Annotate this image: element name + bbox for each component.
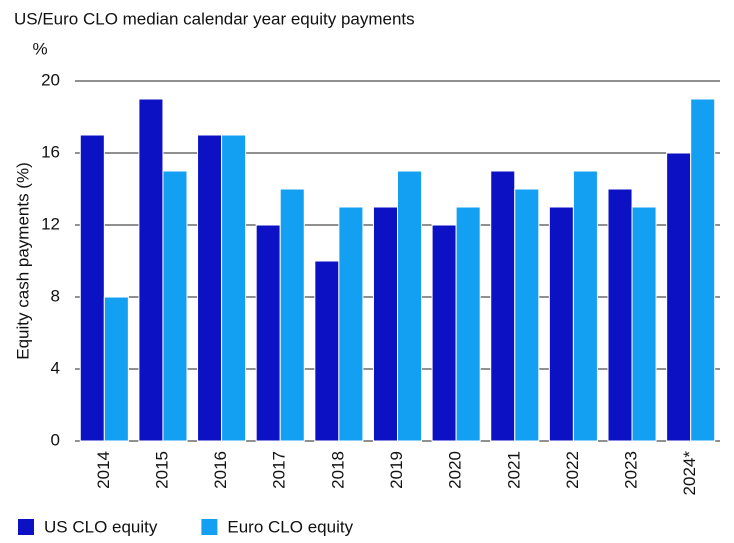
y-tick-label: 0 <box>51 430 60 449</box>
bar <box>397 170 423 442</box>
bar <box>103 296 129 442</box>
bar <box>279 188 305 442</box>
y-tick-label: 4 <box>51 358 60 377</box>
bar <box>314 260 340 442</box>
bar <box>631 206 657 442</box>
bar <box>514 188 540 442</box>
legend-swatch <box>201 519 218 535</box>
bar <box>548 206 574 442</box>
x-tick-label: 2019 <box>387 451 406 489</box>
y-tick-label: 20 <box>41 70 60 89</box>
x-tick-label: 2017 <box>270 451 289 489</box>
bar <box>490 170 516 442</box>
y-tick-label: 16 <box>41 142 60 161</box>
y-tick-label: 8 <box>51 286 60 305</box>
x-tick-label: 2021 <box>504 451 523 489</box>
legend-swatch <box>18 519 34 535</box>
bar <box>221 134 247 442</box>
y-tick-label: 12 <box>41 214 60 233</box>
x-tick-label: 2023 <box>622 451 641 489</box>
chart-title: US/Euro CLO median calendar year equity … <box>14 9 415 28</box>
bar <box>197 134 223 442</box>
bar <box>372 206 398 442</box>
x-tick-label: 2020 <box>446 451 465 489</box>
bar <box>162 170 188 442</box>
bar <box>431 224 457 442</box>
legend-label: Euro CLO equity <box>227 517 353 536</box>
bar <box>690 98 716 442</box>
legend-label: US CLO equity <box>44 517 158 536</box>
x-tick-label: 2022 <box>563 451 582 489</box>
bar <box>666 152 692 442</box>
x-tick-label: 2024* <box>680 451 699 496</box>
bar <box>138 98 164 442</box>
bar <box>255 224 281 442</box>
y-axis-label: Equity cash payments (%) <box>13 162 32 359</box>
x-tick-label: 2018 <box>328 451 347 489</box>
x-tick-label: 2014 <box>94 451 113 489</box>
x-tick-label: 2016 <box>211 451 230 489</box>
x-tick-label: 2015 <box>152 451 171 489</box>
bar <box>338 206 364 442</box>
bar <box>455 206 481 442</box>
y-unit: % <box>32 39 47 58</box>
bar <box>572 170 598 442</box>
bar <box>607 188 633 442</box>
bar <box>79 134 105 442</box>
